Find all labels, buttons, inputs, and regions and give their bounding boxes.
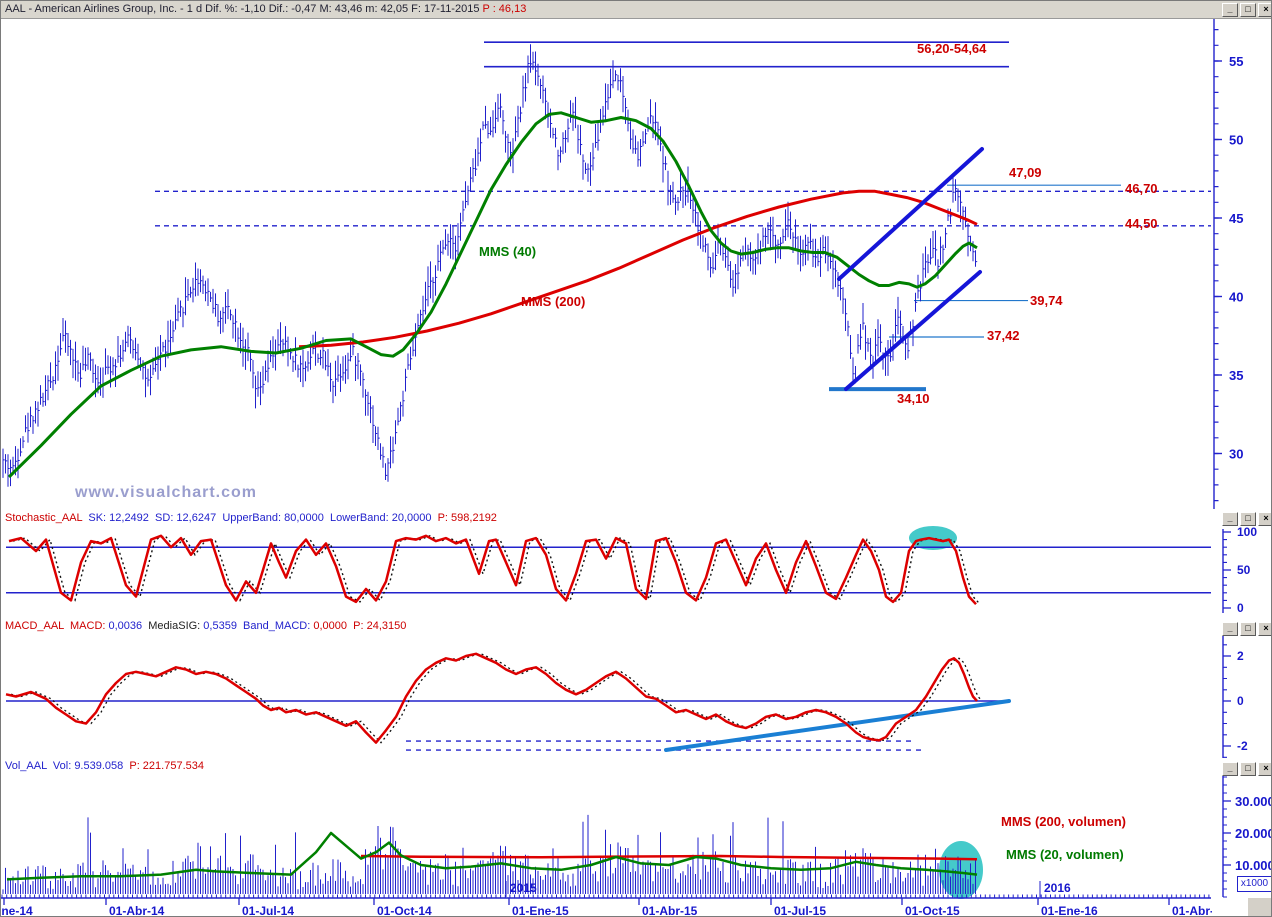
price-tick-label-40: 40 [1229, 290, 1243, 305]
header-segment-4: 0,5359 [200, 620, 237, 632]
price-annotation-34,10: 34,10 [897, 391, 930, 406]
header-segment-2: 0,0036 [105, 620, 143, 632]
time-tick-label-01-Jul-15: 01-Jul-15 [774, 904, 826, 917]
stochastic-sk-line[interactable] [8, 534, 977, 606]
macd-tick-label--2: -2 [1237, 739, 1248, 753]
main-close-button[interactable]: × [1258, 3, 1271, 17]
visualchart-watermark: www.visualchart.com [75, 484, 258, 501]
ma-label-MMS (40): MMS (40) [479, 244, 537, 259]
macd-maximize-button[interactable]: □ [1240, 622, 1256, 636]
stochastic-tick-label-100: 100 [1237, 525, 1257, 539]
volume-tick-label-30.000: 30.000 [1235, 794, 1272, 809]
volume-bars[interactable] [2, 814, 976, 894]
price-annotation-56,20-54,64: 56,20-54,64 [917, 41, 987, 56]
header-segment-1: SK: 12,2492 [82, 512, 149, 524]
time-axis-minor-ticks [1, 894, 1210, 898]
time-tick-label-01-Ene-14: 01-Ene-14 [1, 904, 33, 917]
stochastic-window-controls: _ □ × [1220, 512, 1271, 530]
stochastic-tick-label-50: 50 [1237, 563, 1251, 577]
header-segment-1: P : 46,13 [482, 3, 527, 15]
header-segment-4: LowerBand: 20,0000 [323, 512, 432, 524]
volume-mms20-line[interactable] [6, 831, 978, 881]
volume-tick-label-10.000: 10.000 [1235, 858, 1272, 873]
time-tick-label-01-Oct-15: 01-Oct-15 [905, 904, 960, 917]
volume-unit-label: x1000 [1237, 876, 1271, 892]
volume-ma-label-MMS (200, volumen): MMS (200, volumen) [1001, 814, 1126, 829]
stochastic-tick-label-0: 0 [1237, 601, 1244, 615]
time-tick-label-01-Ene-15: 01-Ene-15 [512, 904, 569, 917]
window-resize-corner[interactable] [1247, 897, 1271, 916]
price-annotation-44,50: 44,50 [1125, 216, 1158, 231]
price-annotation-47,09: 47,09 [1009, 165, 1042, 180]
volume-mms200-line[interactable] [360, 854, 978, 861]
price-tick-label-50: 50 [1229, 133, 1243, 148]
year-label-2016: 2016 [1044, 881, 1071, 895]
header-segment-0: MACD_AAL [5, 620, 64, 632]
macd-tick-label-2: 2 [1237, 649, 1244, 663]
price-tick-label-35: 35 [1229, 368, 1243, 383]
volume-maximize-button[interactable]: □ [1240, 762, 1256, 776]
header-segment-0: Stochastic_AAL [5, 512, 83, 524]
window-title: AAL - American Airlines Group, Inc. - 1 … [5, 3, 526, 15]
header-segment-1: Vol: 9.539.058 [46, 760, 124, 772]
time-tick-label-01-Abr-15: 01-Abr-15 [642, 904, 698, 917]
price-annotation-37,42: 37,42 [987, 328, 1020, 343]
stochastic-header: Stochastic_AAL SK: 12,2492 SD: 12,6247 U… [5, 512, 497, 524]
year-label-2015: 2015 [510, 881, 537, 895]
header-segment-7: P: 24,3150 [347, 620, 407, 632]
volume-tick-label-20.000: 20.000 [1235, 826, 1272, 841]
mms200-line[interactable] [298, 189, 978, 349]
header-segment-2: SD: 12,6247 [148, 512, 217, 524]
stochastic-minimize-button[interactable]: _ [1222, 512, 1238, 526]
header-segment-0: AAL - American Airlines Group, Inc. - 1 … [5, 3, 483, 15]
main-minimize-button[interactable]: _ [1222, 3, 1238, 17]
time-tick-label-01-Oct-14: 01-Oct-14 [377, 904, 432, 917]
macd-minimize-button[interactable]: _ [1222, 622, 1238, 636]
macd-trendline[interactable] [664, 699, 1011, 752]
macd-close-button[interactable]: × [1258, 622, 1271, 636]
time-tick-label-01-Abr-14: 01-Abr-14 [109, 904, 165, 917]
mms40-line[interactable] [7, 111, 978, 479]
ma-label-MMS (200): MMS (200) [521, 294, 586, 309]
volume-window-controls: _ □ × [1220, 762, 1271, 780]
stochastic-sd-line [12, 534, 981, 605]
price-annotation-39,74: 39,74 [1030, 293, 1063, 308]
volume-close-button[interactable]: × [1258, 762, 1271, 776]
header-segment-5: P: 598,2192 [431, 512, 497, 524]
header-segment-3: UpperBand: 80,0000 [216, 512, 324, 524]
macd-line[interactable] [5, 652, 978, 744]
main-maximize-button[interactable]: □ [1240, 3, 1256, 17]
macd-header: MACD_AAL MACD: 0,0036 MediaSIG: 0,5359 B… [5, 620, 406, 632]
macd-tick-label-0: 0 [1237, 694, 1244, 708]
stochastic-maximize-button[interactable]: □ [1240, 512, 1256, 526]
volume-header: Vol_AAL Vol: 9.539.058 P: 221.757.534 [5, 760, 204, 772]
time-tick-label-01-Ene-16: 01-Ene-16 [1041, 904, 1098, 917]
time-tick-label-01-Jul-14: 01-Jul-14 [242, 904, 294, 917]
macd-signal-line [10, 653, 983, 744]
header-segment-0: Vol_AAL [5, 760, 47, 772]
main-window-controls: _ □ × [1220, 3, 1271, 21]
price-tick-label-30: 30 [1229, 447, 1243, 462]
header-segment-5: Band_MACD: [236, 620, 311, 632]
price-annotation-46,70: 46,70 [1125, 181, 1158, 196]
header-segment-6: 0,0000 [310, 620, 348, 632]
volume-minimize-button[interactable]: _ [1222, 762, 1238, 776]
trendline-1[interactable] [844, 270, 982, 391]
price-tick-label-45: 45 [1229, 211, 1243, 226]
axis-gutter-mask [1212, 900, 1246, 916]
macd-window-controls: _ □ × [1220, 622, 1271, 640]
window-titlebar[interactable]: AAL - American Airlines Group, Inc. - 1 … [1, 1, 1271, 19]
price-tick-label-55: 55 [1229, 54, 1243, 69]
trendline-2[interactable] [837, 147, 984, 281]
stochastic-close-button[interactable]: × [1258, 512, 1271, 526]
header-segment-3: MediaSIG: [142, 620, 201, 632]
header-segment-1: MACD: [63, 620, 106, 632]
price-bars[interactable] [2, 44, 976, 487]
volume-ma-label-MMS (20, volumen): MMS (20, volumen) [1006, 847, 1124, 862]
header-segment-2: P: 221.757.534 [123, 760, 204, 772]
